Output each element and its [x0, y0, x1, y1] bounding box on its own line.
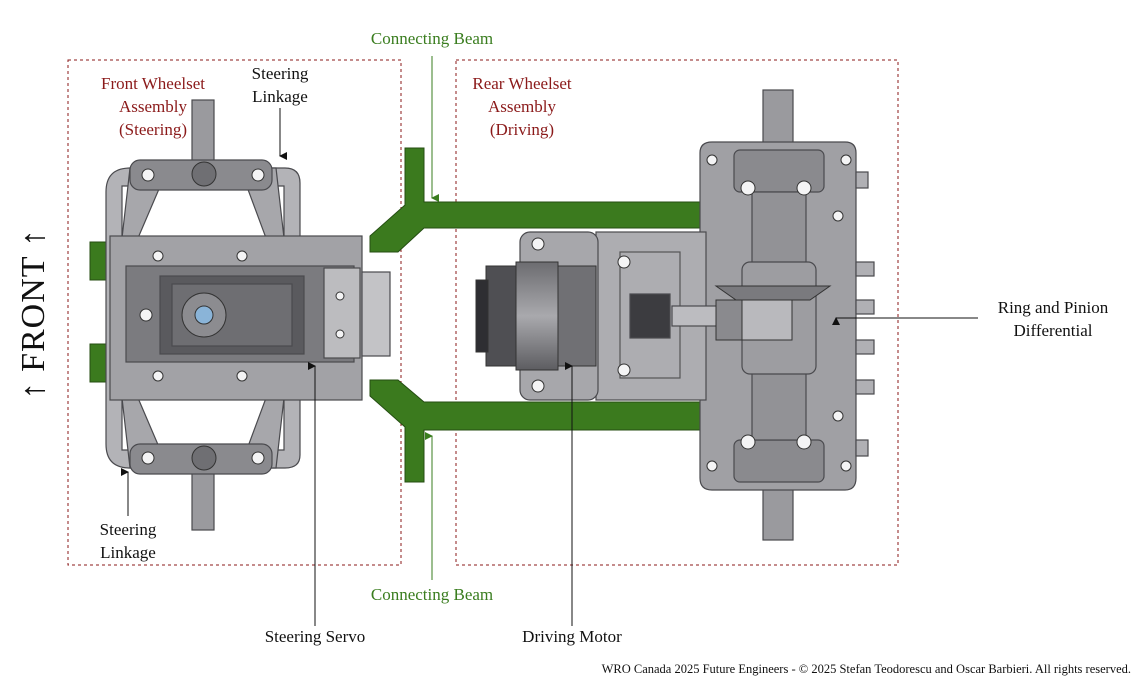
- differential-label: Ring and Pinion Differential: [997, 298, 1109, 340]
- front-wheelset-label: Front Wheelset Assembly (Steering): [100, 74, 206, 139]
- connecting-beam-bottom-label: Connecting Beam: [370, 585, 494, 604]
- copyright-footer: WRO Canada 2025 Future Engineers - © 202…: [601, 662, 1131, 676]
- rear-wheelset-label: Rear Wheelset Assembly (Driving): [472, 74, 572, 139]
- front-direction-label: ↑ FRONT ↑: [15, 228, 52, 400]
- rear-bolts: [531, 154, 852, 472]
- connecting-beam-top-label: Connecting Beam: [370, 29, 494, 48]
- ring-gear: [714, 285, 832, 341]
- front-assembly-box: [67, 59, 402, 566]
- driving-motor-body: [475, 261, 597, 371]
- driving-motor-label: Driving Motor: [522, 627, 622, 646]
- steering-linkage-top-label: Steering Linkage: [251, 64, 309, 106]
- servo-horn: [181, 161, 227, 471]
- steering-servo-label: Steering Servo: [264, 627, 366, 646]
- front-bolts: [139, 168, 345, 465]
- steering-linkage-bottom-label: Steering Linkage: [99, 520, 157, 562]
